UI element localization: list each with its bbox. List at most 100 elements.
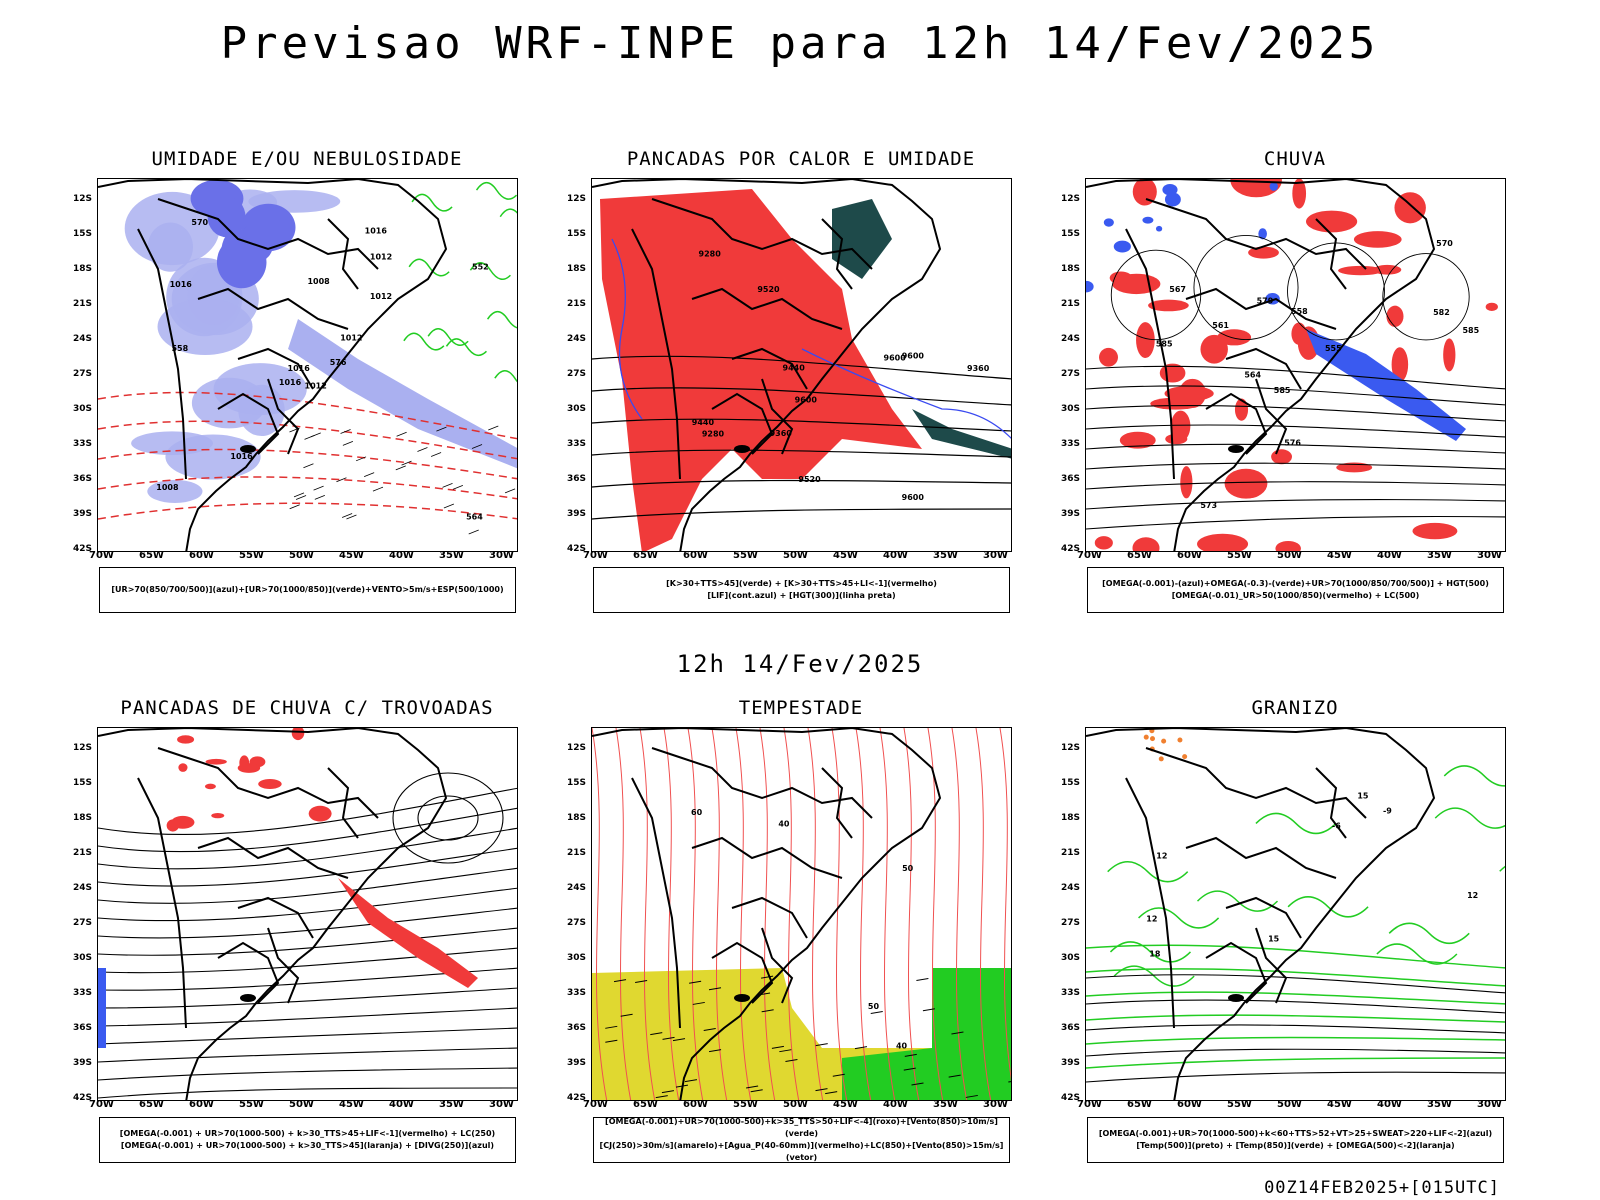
country-border: [631, 777, 681, 1029]
wind-arrow: [395, 465, 406, 471]
humidity-blob: [157, 298, 253, 355]
omega-spot: [1142, 216, 1154, 224]
longitude-label: 40W: [883, 1099, 908, 1110]
latitude-label: 21S: [1061, 848, 1081, 858]
map-graphics: [98, 179, 517, 551]
temp500-contour: [1086, 999, 1505, 1014]
longitude-label: 65W: [139, 1099, 164, 1110]
contour-label: 9600: [795, 396, 818, 405]
country-border: [267, 378, 300, 455]
contour-label: 567: [1169, 285, 1186, 294]
contour-label: 558: [1291, 307, 1308, 316]
wind-vector: [815, 1088, 828, 1092]
wind-vector: [662, 1036, 675, 1040]
contour-label: 1016: [230, 452, 253, 461]
omega-area-blue: [1306, 329, 1466, 441]
contour-label: 552: [472, 263, 489, 272]
green-contour: [403, 332, 445, 351]
legend-line: [K>30+TTS>45](verde) + [K>30+TTS>45+LI<-…: [666, 579, 937, 588]
precip-water-contour: [783, 728, 800, 1100]
latitude-label: 24S: [567, 883, 587, 893]
wind-arrow: [341, 513, 353, 518]
wind-vector: [870, 1011, 883, 1015]
thunderstorm-spot: [177, 735, 195, 744]
latitude-label: 15S: [567, 778, 587, 788]
panel-legend: [UR>70(850/700/500)](azul)+[UR>70(1000/8…: [99, 567, 516, 613]
precip-water-contour: [831, 728, 848, 1100]
latitude-label: 39S: [1061, 1058, 1081, 1068]
map-graphics: [1086, 728, 1505, 1100]
thunderstorm-spot: [178, 763, 188, 772]
panel-title: PANCADAS DE CHUVA C/ TROVOADAS: [120, 697, 494, 719]
hgt500-contour: [1086, 515, 1505, 530]
legend-line: [OMEGA(-0.001) + UR>70(1000-500) + k>30_…: [120, 1141, 495, 1150]
longitude-label: 60W: [189, 550, 214, 561]
wind-arrow: [504, 488, 516, 494]
country-border: [217, 941, 280, 1004]
mid-title: 12h 14/Fev/2025: [676, 650, 924, 678]
weather-map: [97, 727, 518, 1101]
longitude-label: 50W: [289, 550, 314, 561]
latitude-label: 21S: [567, 848, 587, 858]
contour-label: 1016: [288, 364, 311, 373]
rain-area: [1094, 536, 1113, 550]
legend-line: [UR>70(850/700/500)](azul)+[UR>70(1000/8…: [111, 585, 504, 594]
contour-label: 12: [1467, 891, 1478, 900]
country-border: [1255, 378, 1288, 455]
hgt500-contour: [1086, 365, 1505, 390]
wind-arrow: [364, 472, 375, 477]
temp500-contour: [1086, 1048, 1505, 1057]
country-border: [237, 896, 314, 939]
longitude-label: 65W: [139, 550, 164, 561]
precip-water-contour: [615, 728, 632, 1100]
latitude-label: 36S: [1061, 1023, 1081, 1033]
wind-arrow: [436, 426, 447, 432]
longitude-label: 60W: [1177, 550, 1202, 561]
latitude-label: 42S: [73, 1093, 93, 1103]
latitude-label: 33S: [73, 439, 93, 449]
wind-arrow: [293, 492, 305, 498]
green-contour: [411, 193, 453, 212]
latitude-label: 12S: [73, 743, 93, 753]
contour-label: 576: [330, 358, 347, 367]
contour-label: 1012: [370, 292, 392, 301]
wind-vector: [761, 975, 774, 979]
country-border: [1185, 836, 1337, 879]
precip-water-contour: [879, 728, 896, 1100]
map-graphics: [98, 728, 517, 1100]
longitude-label: 35W: [439, 550, 464, 561]
rain-area: [1386, 305, 1404, 327]
wind-vector: [779, 1049, 792, 1053]
country-border: [1225, 347, 1302, 390]
precip-water-contour: [759, 728, 776, 1100]
contour-label: 1012: [340, 333, 362, 342]
map-svg: 15 15 12 12 18 -9 -6 12: [1086, 728, 1505, 1100]
contour-label: 585: [1274, 386, 1291, 395]
wind-vector: [692, 1001, 705, 1005]
thunderstorm-spot: [211, 812, 225, 819]
rain-area: [1443, 338, 1456, 372]
latitude-label: 30S: [73, 404, 93, 414]
latitude-label: 30S: [73, 953, 93, 963]
wind-arrow: [336, 477, 347, 483]
longitude-label: 35W: [933, 550, 958, 561]
contour-label: 585: [1462, 326, 1479, 335]
country-border: [217, 392, 280, 455]
latitude-label: 30S: [567, 953, 587, 963]
thunderstorm-spot: [205, 758, 227, 765]
wind-arrow: [488, 425, 499, 431]
latitude-label: 33S: [567, 988, 587, 998]
contour-label: 9520: [757, 285, 780, 294]
contour-label: 9280: [702, 430, 725, 439]
rain-area: [1391, 347, 1409, 382]
lagoon: [240, 445, 256, 453]
wind850-area: [842, 968, 1011, 1100]
country-border: [1145, 198, 1367, 270]
coastline: [98, 728, 448, 1100]
map-graphics: [1086, 179, 1505, 551]
rain-area: [1230, 179, 1282, 198]
wind-vector: [605, 1039, 618, 1043]
panel-title: UMIDADE E/OU NEBULOSIDADE: [151, 148, 463, 170]
wind-vector: [948, 1074, 961, 1078]
wind-vector: [854, 1046, 868, 1050]
